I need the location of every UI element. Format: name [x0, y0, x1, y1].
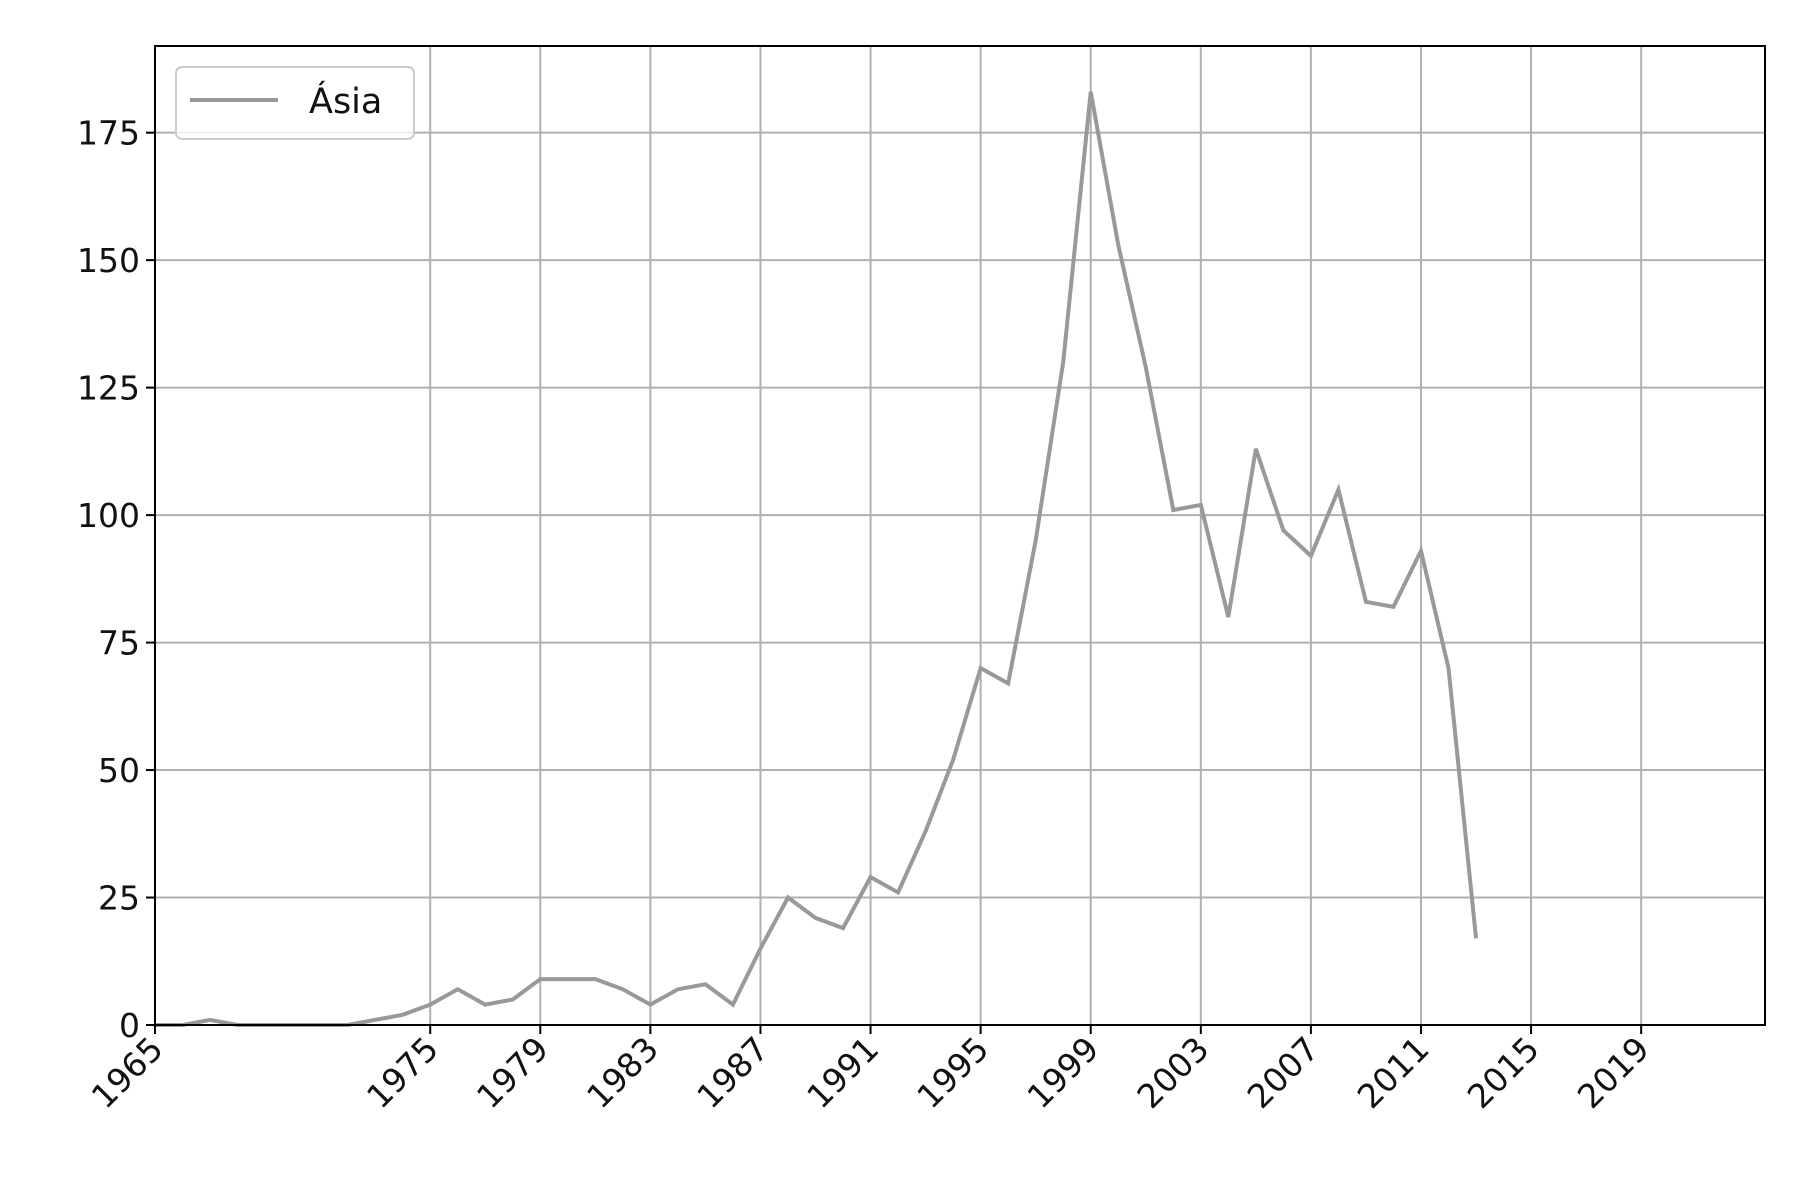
x-tick-label: 2019: [1570, 1029, 1657, 1116]
x-tick-label: 1995: [909, 1029, 996, 1116]
legend-label: Ásia: [309, 80, 382, 122]
y-tick-label: 75: [98, 624, 140, 663]
x-tick-label: 1991: [799, 1029, 886, 1116]
series-layer: [155, 91, 1479, 1027]
x-tick-label: 1975: [359, 1029, 446, 1116]
legend-box: [175, 66, 415, 140]
y-tick-label: 100: [77, 496, 140, 535]
y-tick-label: 175: [77, 114, 140, 153]
x-tick-label: 1999: [1019, 1029, 1106, 1116]
x-tick-label: 2015: [1460, 1029, 1547, 1116]
y-tick-label: 150: [77, 241, 140, 280]
plot-frame: [154, 45, 1766, 1026]
x-tick-label: 2007: [1240, 1029, 1327, 1116]
x-axis: 1965 1975 1979 1983 1987 1991 1995 1999 2003 2007…: [84, 1025, 1657, 1116]
series-line-0: [155, 91, 1479, 1027]
y-tick-label: 50: [98, 751, 140, 790]
y-tick-label: 0: [119, 1006, 140, 1045]
x-tick-label: 1979: [469, 1029, 556, 1116]
grid: [154, 46, 1765, 1026]
x-tick-label: 1987: [689, 1029, 776, 1116]
y-axis: 0 25 50 75 100 125 150 175: [77, 114, 155, 1045]
x-tick-label: 2011: [1350, 1029, 1437, 1116]
y-tick-label: 25: [98, 879, 140, 918]
legend: Ásia: [175, 66, 415, 140]
y-tick-label: 125: [77, 369, 140, 408]
x-tick-label: 1983: [579, 1029, 666, 1116]
x-tick-label: 2003: [1130, 1029, 1217, 1116]
